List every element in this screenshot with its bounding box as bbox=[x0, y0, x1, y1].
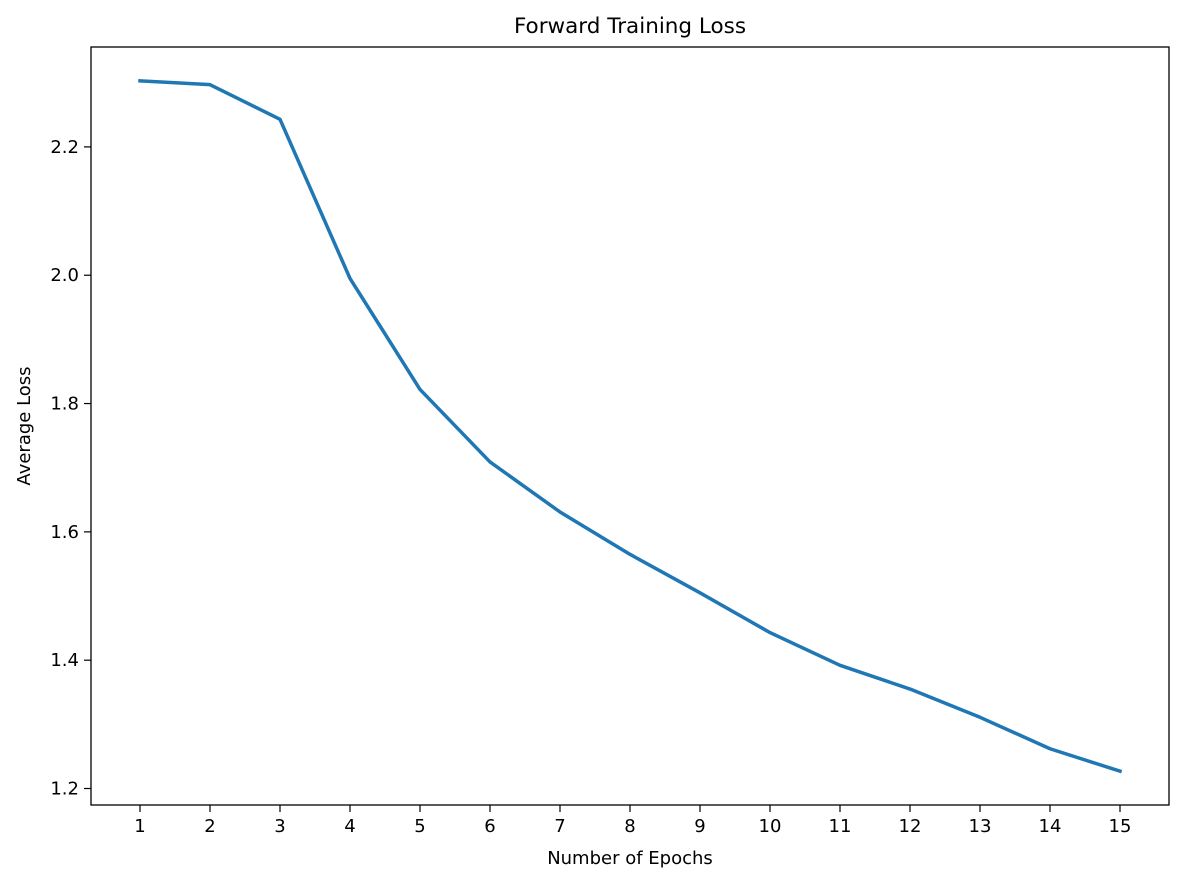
x-tick-label: 3 bbox=[274, 816, 285, 837]
y-tick-label: 1.4 bbox=[50, 650, 79, 671]
x-axis-ticks: 1 2 3 4 5 6 7 8 9 10 11 12 13 14 15 bbox=[134, 805, 1131, 837]
data-point bbox=[908, 687, 912, 691]
y-axis-title: Average Loss bbox=[14, 366, 35, 485]
data-point bbox=[208, 83, 212, 87]
data-point bbox=[978, 715, 982, 719]
data-point bbox=[138, 79, 142, 83]
plot-frame bbox=[90, 46, 1170, 806]
y-tick-label: 1.6 bbox=[50, 522, 79, 543]
x-tick-label: 1 bbox=[134, 816, 145, 837]
series-layer bbox=[138, 78, 1123, 774]
data-point bbox=[488, 460, 492, 464]
x-tick-label: 12 bbox=[899, 816, 922, 837]
chart-title: Forward Training Loss bbox=[514, 14, 746, 39]
data-point bbox=[698, 591, 702, 595]
data-point bbox=[628, 552, 632, 556]
data-point bbox=[278, 117, 282, 121]
data-point bbox=[768, 631, 772, 635]
x-tick-label: 4 bbox=[344, 816, 355, 837]
x-tick-label: 8 bbox=[624, 816, 635, 837]
x-tick-label: 15 bbox=[1109, 816, 1132, 837]
data-point bbox=[838, 663, 842, 667]
y-tick-label: 1.8 bbox=[50, 394, 79, 415]
x-tick-label: 9 bbox=[694, 816, 705, 837]
x-tick-label: 7 bbox=[554, 816, 565, 837]
data-point bbox=[348, 276, 352, 280]
y-tick-label: 1.2 bbox=[50, 779, 79, 800]
data-point bbox=[418, 387, 422, 391]
y-tick-label: 2.0 bbox=[50, 265, 79, 286]
x-tick-label: 13 bbox=[969, 816, 992, 837]
data-point bbox=[1048, 747, 1052, 751]
y-axis-ticks: 1.2 1.4 1.6 1.8 2.0 2.2 bbox=[50, 137, 91, 800]
x-tick-label: 10 bbox=[759, 816, 782, 837]
x-tick-label: 14 bbox=[1039, 816, 1062, 837]
x-tick-label: 5 bbox=[414, 816, 425, 837]
x-axis-title: Number of Epochs bbox=[547, 848, 713, 869]
x-tick-label: 6 bbox=[484, 816, 495, 837]
data-point bbox=[1118, 769, 1122, 773]
plot-area bbox=[91, 47, 1169, 805]
x-tick-label: 11 bbox=[829, 816, 852, 837]
x-tick-label: 2 bbox=[204, 816, 215, 837]
data-point bbox=[558, 510, 562, 514]
y-tick-label: 2.2 bbox=[50, 137, 79, 158]
